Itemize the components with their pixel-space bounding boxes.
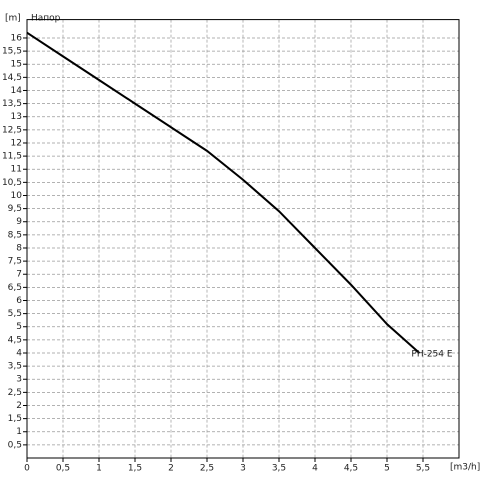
y-tick-label: 8,5	[8, 230, 22, 240]
y-tick-label: 11,5	[2, 152, 22, 162]
x-axis-label: [m3/h]	[450, 463, 480, 473]
y-tick-label: 5,5	[8, 309, 22, 319]
y-tick-label: 12,5	[2, 125, 22, 135]
y-tick-label: 4,5	[8, 335, 22, 345]
y-tick-label: 2	[16, 401, 22, 411]
x-tick-label: 1,5	[128, 464, 142, 474]
x-tick-label: 0	[24, 464, 30, 474]
curve	[26, 31, 421, 354]
chart-title: Напор	[31, 14, 61, 24]
plot-frame	[26, 19, 460, 459]
y-tick-label: 7	[16, 270, 22, 280]
y-tick-label: 1,5	[8, 414, 22, 424]
x-tick-label: 0,5	[56, 464, 70, 474]
y-tick-label: 15,5	[2, 47, 22, 57]
y-tick-label: 6	[16, 296, 22, 306]
x-tick-label: 3,5	[272, 464, 286, 474]
y-axis-label: [m]	[5, 14, 21, 24]
y-tick-label: 11	[11, 165, 22, 175]
x-tick-label: 5	[384, 464, 390, 474]
y-tick-label: 16	[11, 33, 23, 43]
y-tick-label: 14	[11, 86, 23, 96]
y-tick-label: 0,5	[8, 440, 22, 450]
y-tick-label: 7,5	[8, 257, 22, 267]
y-tick-label: 8	[16, 243, 22, 253]
x-tick-label: 4	[312, 464, 318, 474]
y-tick-label: 2,5	[8, 388, 22, 398]
y-tick-label: 15	[11, 60, 22, 70]
y-tick-label: 6,5	[8, 283, 22, 293]
x-tick-label: 1	[96, 464, 102, 474]
x-tick-label: 2,5	[200, 464, 214, 474]
series-label: PH-254 E	[411, 349, 452, 359]
y-tick-label: 3,5	[8, 362, 22, 372]
y-tick-label: 13	[11, 112, 22, 122]
y-tick-label: 10	[11, 191, 23, 201]
y-tick-label: 1	[16, 427, 22, 437]
y-tick-label: 3	[16, 375, 22, 385]
y-tick-label: 5	[16, 322, 22, 332]
y-tick-label: 4	[16, 348, 22, 358]
y-tick-label: 9,5	[8, 204, 22, 214]
y-tick-label: 9	[16, 217, 22, 227]
x-tick-label: 5,5	[416, 464, 430, 474]
x-tick-label: 3	[240, 464, 246, 474]
y-tick-label: 10,5	[2, 178, 22, 188]
y-tick-label: 12	[11, 138, 22, 148]
x-tick-label: 2	[168, 464, 174, 474]
y-tick-label: 14,5	[2, 73, 22, 83]
y-tick-label: 13,5	[2, 99, 22, 109]
x-tick-label: 4,5	[344, 464, 358, 474]
